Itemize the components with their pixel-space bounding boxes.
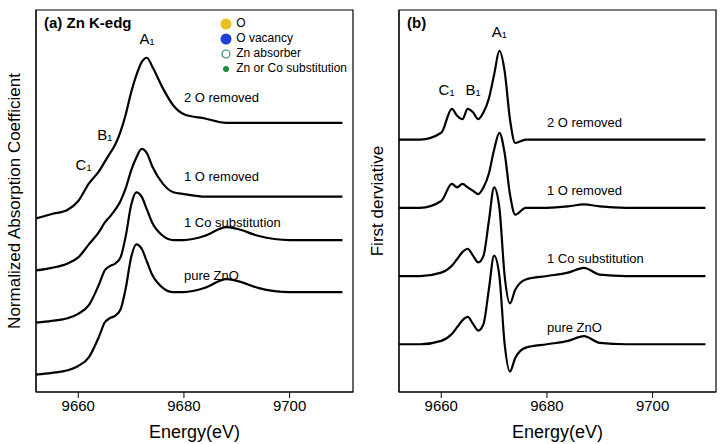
svg-text:Energy(eV): Energy(eV)	[149, 422, 240, 442]
svg-text:A₁: A₁	[492, 23, 507, 40]
svg-text:B₁: B₁	[97, 126, 112, 143]
html-text:Zn absorber: Zn absorber	[236, 46, 301, 60]
svg-text:2 O removed: 2 O removed	[184, 90, 259, 105]
html-text:Zn or Co substitution: Zn or Co substitution	[236, 61, 347, 75]
svg-text:1 O removed: 1 O removed	[547, 183, 622, 198]
svg-text:9680: 9680	[167, 397, 200, 414]
svg-text:1 Co substitution: 1 Co substitution	[184, 215, 281, 230]
html-text:O: O	[236, 16, 246, 30]
svg-text:C₁: C₁	[76, 156, 92, 173]
svg-text:9680: 9680	[530, 397, 563, 414]
svg-text:9660: 9660	[425, 397, 458, 414]
html-text:(b): (b)	[407, 14, 427, 31]
svg-text:9700: 9700	[636, 397, 669, 414]
svg-text:B₁: B₁	[465, 81, 480, 98]
svg-text:First derviative: First derviative	[368, 146, 387, 257]
svg-text:9700: 9700	[273, 397, 306, 414]
svg-text:Energy(eV): Energy(eV)	[512, 422, 603, 442]
svg-text:Normalized Absorption Coeffici: Normalized Absorption Coefficient	[5, 73, 24, 329]
svg-text:9660: 9660	[62, 397, 95, 414]
svg-text:1 O removed: 1 O removed	[184, 169, 259, 184]
svg-text:A₁: A₁	[139, 30, 154, 47]
svg-text:pure ZnO: pure ZnO	[184, 268, 239, 283]
html-text:(a) Zn K-edg: (a) Zn K-edg	[44, 14, 132, 31]
svg-text:pure ZnO: pure ZnO	[547, 320, 602, 335]
html-text:O vacancy: O vacancy	[236, 31, 293, 45]
svg-text:1 Co substitution: 1 Co substitution	[547, 251, 644, 266]
svg-text:C₁: C₁	[439, 81, 455, 98]
svg-text:2 O removed: 2 O removed	[547, 115, 622, 130]
